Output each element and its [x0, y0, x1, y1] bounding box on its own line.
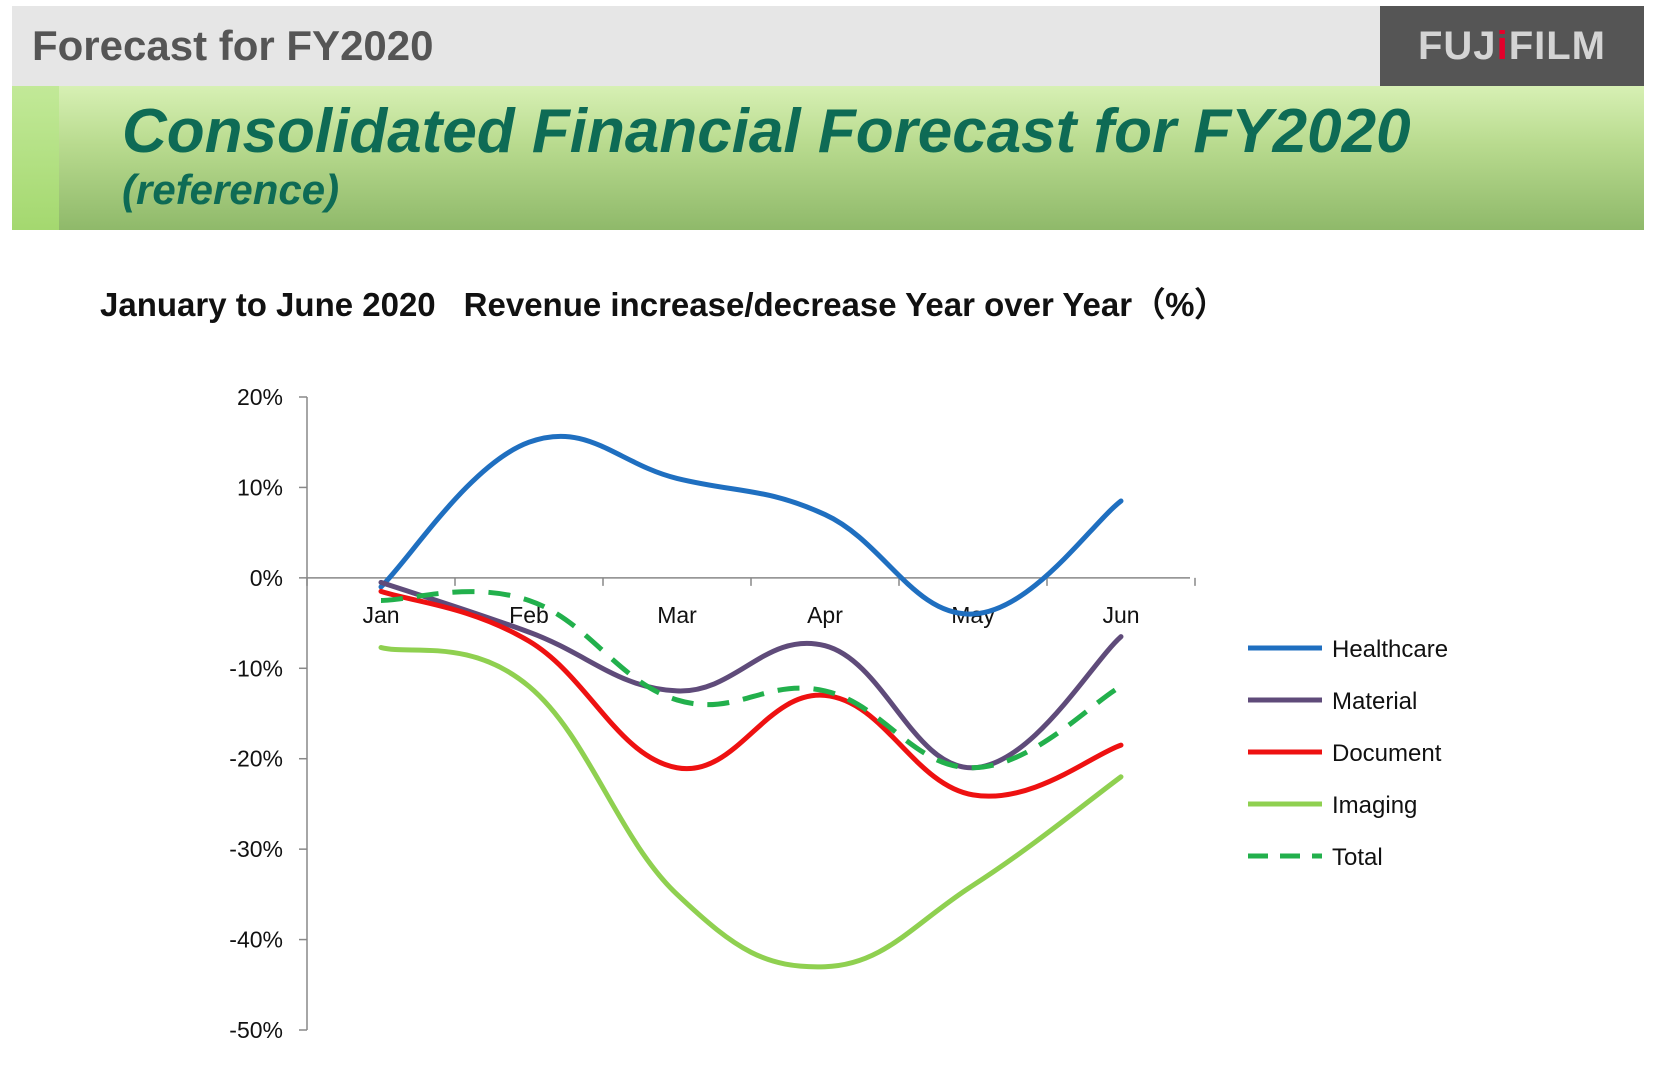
chart-legend: Healthcare Material Document Imaging Total: [1248, 636, 1448, 871]
chart-series: [378, 433, 1124, 970]
y-tick-label: -10%: [229, 655, 283, 681]
y-tick-label: -30%: [229, 836, 283, 862]
banner-title: Consolidated Financial Forecast for FY20…: [122, 97, 1411, 166]
title-banner: Consolidated Financial Forecast for FY20…: [12, 86, 1644, 230]
chart-axes: 20%10%0%-10%-20%-30%-40%-50%Jan Feb Mar Apr…: [229, 384, 1196, 1043]
chart-title-metric: Revenue increase/decrease Year over Year…: [463, 286, 1228, 323]
series-line-total: [380, 589, 1123, 771]
series-line-document: [378, 588, 1124, 799]
y-tick-label: -50%: [229, 1017, 283, 1043]
page-title: Forecast for FY2020: [32, 22, 434, 69]
y-tick-label: 10%: [237, 474, 283, 500]
x-tick-label: Mar: [657, 602, 697, 628]
chart-title: January to June 2020 Revenue increase/dec…: [100, 278, 1227, 326]
chart-title-period: January to June 2020: [100, 286, 436, 323]
series-line-imaging: [378, 644, 1124, 970]
x-tick-label: Jun: [1102, 602, 1139, 628]
y-tick-label: 0%: [250, 565, 283, 591]
legend-label-healthcare: Healthcare: [1332, 636, 1448, 663]
banner-accent: [12, 86, 59, 230]
top-bar: Forecast for FY2020 FUJiFILM: [12, 6, 1644, 86]
fujifilm-logo: FUJiFILM: [1380, 6, 1644, 86]
x-tick-label: Jan: [362, 602, 399, 628]
x-tick-label: Apr: [807, 602, 843, 628]
series-line-material: [378, 579, 1124, 771]
legend-label-total: Total: [1332, 844, 1383, 871]
legend-label-material: Material: [1332, 688, 1417, 715]
legend-label-imaging: Imaging: [1332, 792, 1417, 819]
y-tick-label: -20%: [229, 746, 283, 772]
legend-label-document: Document: [1332, 740, 1442, 767]
series-line-healthcare: [378, 433, 1124, 617]
y-tick-label: 20%: [237, 384, 283, 410]
banner-subtitle: (reference): [122, 166, 340, 213]
y-tick-label: -40%: [229, 927, 283, 953]
